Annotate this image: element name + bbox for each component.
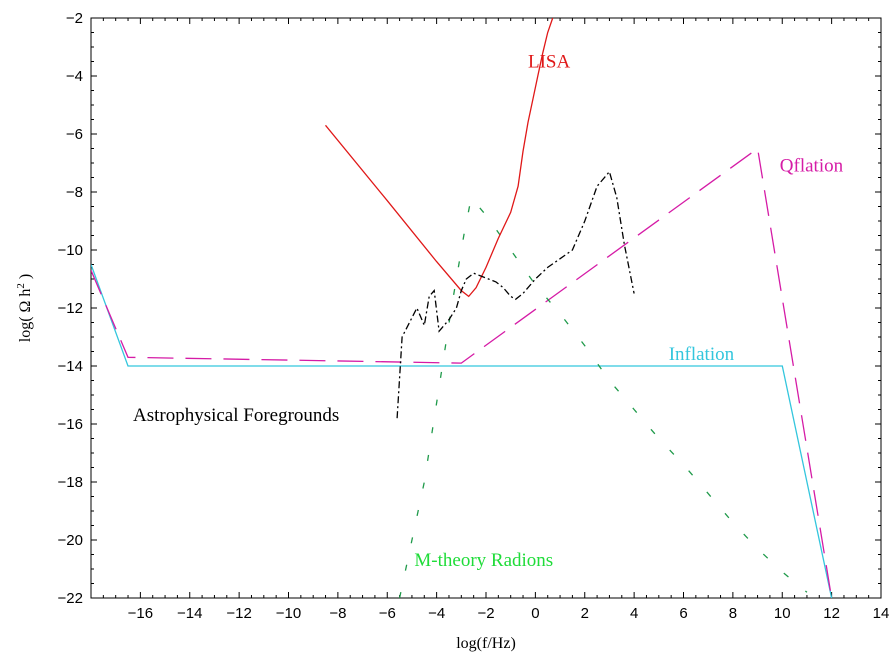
- x-tick-label: −16: [128, 605, 153, 622]
- x-tick-label: −2: [477, 605, 494, 622]
- x-tick-label: −14: [177, 605, 202, 622]
- series-label-m-theory-radions: M-theory Radions: [414, 550, 553, 571]
- series-line-astrophysical-foregrounds: [396, 170, 635, 419]
- series-line-m-theory-radions: [398, 196, 808, 598]
- x-tick-label: −4: [428, 605, 445, 622]
- y-axis-title: log( Ω h2): [15, 274, 34, 343]
- series-layer: [91, 18, 833, 598]
- x-tick-label: −12: [226, 605, 251, 622]
- y-axis-title-main: log( Ω h: [17, 289, 34, 343]
- x-tick-label: −10: [276, 605, 301, 622]
- y-tick-label: −18: [58, 474, 83, 491]
- y-tick-label: −2: [66, 10, 83, 27]
- x-tick-label: 0: [531, 605, 539, 622]
- series-label-astrophysical-foregrounds: Astrophysical Foregrounds: [133, 405, 339, 426]
- axis-ticks: [90, 17, 882, 599]
- series-line-qflation: [91, 147, 833, 598]
- series-line-lisa: [324, 18, 554, 298]
- x-tick-label: −6: [379, 605, 396, 622]
- y-tick-label: −12: [58, 300, 83, 317]
- y-tick-label: −14: [58, 358, 83, 375]
- annotation-layer: LISA Qflation Inflation Astrophysical Foreg…: [133, 51, 844, 571]
- x-tick-label: −8: [329, 605, 346, 622]
- y-tick-label: −16: [58, 416, 83, 433]
- y-tick-label: −22: [58, 590, 83, 607]
- x-tick-label: 2: [581, 605, 589, 622]
- x-tick-label: 10: [774, 605, 791, 622]
- x-axis-title: log(f/Hz): [456, 635, 516, 652]
- y-tick-label: −6: [66, 126, 83, 143]
- y-tick-label: −10: [58, 242, 83, 259]
- series-label-lisa: LISA: [528, 51, 571, 72]
- tick-labels: −16 −14 −12 −10 −8 −6 −4 −2 0 2 4 6 8 10 12 14−22−20−18…: [58, 10, 890, 622]
- x-tick-label: 6: [679, 605, 687, 622]
- plot-frame: [90, 17, 882, 599]
- y-tick-label: −4: [66, 68, 83, 85]
- series-label-qflation: Qflation: [780, 156, 844, 177]
- y-tick-label: −20: [58, 532, 83, 549]
- x-tick-label: 4: [630, 605, 638, 622]
- series-line-inflation: [91, 264, 833, 598]
- x-tick-label: 12: [823, 605, 840, 622]
- y-axis-title-sup: 2: [15, 283, 27, 289]
- series-label-inflation: Inflation: [669, 344, 735, 365]
- y-axis-title-close: ): [17, 274, 34, 279]
- x-tick-label: 8: [729, 605, 737, 622]
- x-tick-label: 14: [873, 605, 890, 622]
- y-tick-label: −8: [66, 184, 83, 201]
